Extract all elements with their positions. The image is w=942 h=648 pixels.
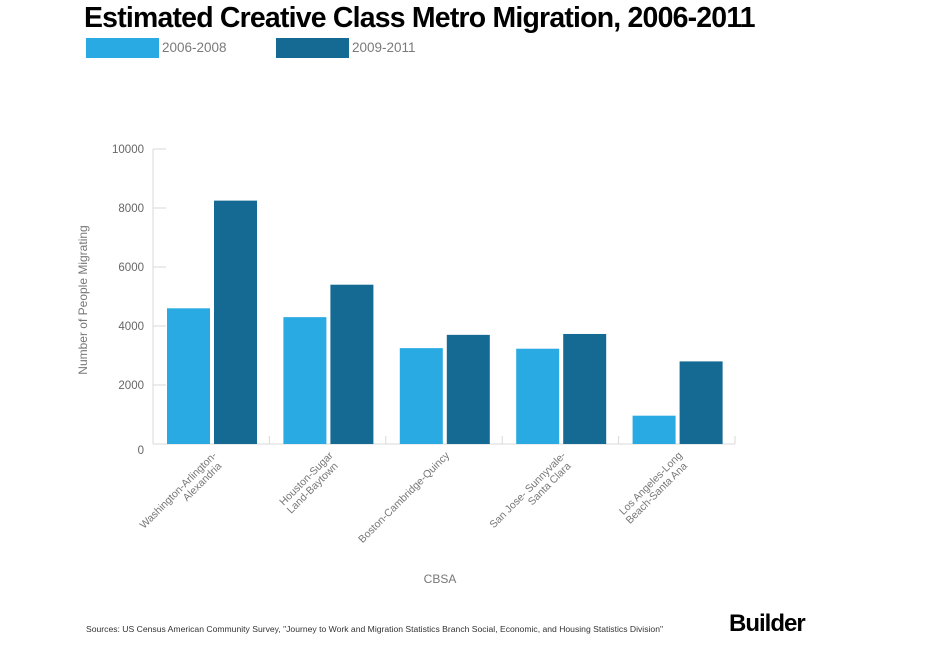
y-tick-label: 10000 xyxy=(112,144,144,156)
bar-2009-2011-2 xyxy=(446,334,490,444)
bar-2006-2008-0 xyxy=(167,308,210,444)
y-tick-label: 6000 xyxy=(118,262,144,274)
bar-2009-2011-3 xyxy=(563,333,607,444)
source-note: Sources: US Census American Community Su… xyxy=(86,624,664,634)
brand-logo: Builder xyxy=(729,610,806,637)
x-category-label: San Jose- Sunnyvale-Santa Clara xyxy=(487,449,576,538)
bar-2006-2008-1 xyxy=(283,317,327,444)
x-category-label-line: Boston-Cambridge-Quincy xyxy=(356,449,452,545)
bar-2006-2008-3 xyxy=(516,348,560,444)
x-category-label-line: Washington-Arlington- xyxy=(138,449,220,531)
x-category-label-line: San Jose- Sunnyvale- xyxy=(487,449,568,530)
x-category-label: Los Angeles-LongBeach-Santa Ana xyxy=(616,450,693,527)
chart-title: Estimated Creative Class Metro Migration… xyxy=(84,2,756,34)
legend-label-2006-2008: 2006-2008 xyxy=(162,40,227,55)
legend-swatch-2006-2008 xyxy=(86,38,159,58)
y-axis-title: Number of People Migrating xyxy=(76,225,90,374)
legend-swatch-2009-2011 xyxy=(276,38,349,58)
x-axis-title: CBSA xyxy=(424,572,457,586)
bar-2009-2011-0 xyxy=(214,200,257,444)
x-category-label: Washington-Arlington-Alexandria xyxy=(138,449,228,539)
bar-2009-2011-4 xyxy=(679,361,723,444)
legend-label-2009-2011: 2009-2011 xyxy=(352,40,416,55)
bar-2009-2011-1 xyxy=(330,284,374,444)
x-category-label: Houston-SugarLand-Baytown xyxy=(277,449,344,516)
x-category-label: Boston-Cambridge-Quincy xyxy=(356,449,452,545)
y-tick-label: 4000 xyxy=(118,321,144,333)
y-tick-label: 2000 xyxy=(118,380,144,392)
bar-2006-2008-4 xyxy=(632,415,676,444)
bar-2006-2008-2 xyxy=(399,348,443,444)
y-tick-label: 0 xyxy=(138,445,144,457)
y-tick-label: 8000 xyxy=(118,203,144,215)
